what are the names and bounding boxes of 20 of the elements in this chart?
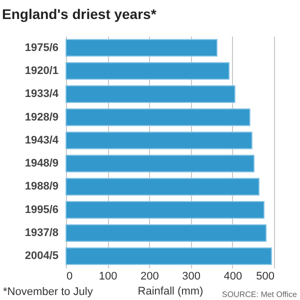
y-tick-label: 1948/9: [24, 158, 58, 170]
chart-title: England's driest years*: [2, 6, 157, 22]
x-tick-label: 0: [66, 270, 73, 282]
x-tick-label: 400: [224, 270, 242, 282]
x-axis-title: Rainfall (mm): [138, 286, 204, 298]
source-note: SOURCE: Met Office: [222, 290, 297, 299]
y-tick-label: 1928/9: [24, 111, 58, 124]
y-tick-label: 2004/5: [24, 250, 58, 262]
y-tick-label: 1975/6: [24, 42, 58, 54]
x-tick-label: 500: [256, 270, 274, 282]
y-tick-label: 1937/8: [24, 227, 58, 240]
y-tick-label: 1920/1: [24, 64, 58, 77]
text: *November to July: [3, 286, 93, 298]
y-tick-label: 1933/4: [24, 88, 60, 100]
x-tick-label: 300: [182, 270, 200, 282]
y-tick-label: 1988/9: [24, 180, 58, 193]
x-tick-label: 100: [98, 270, 118, 282]
x-tick-label: 200: [140, 270, 159, 282]
y-tick-label: 1943/4: [24, 134, 60, 146]
y-tick-label: 1995/6: [24, 204, 58, 216]
